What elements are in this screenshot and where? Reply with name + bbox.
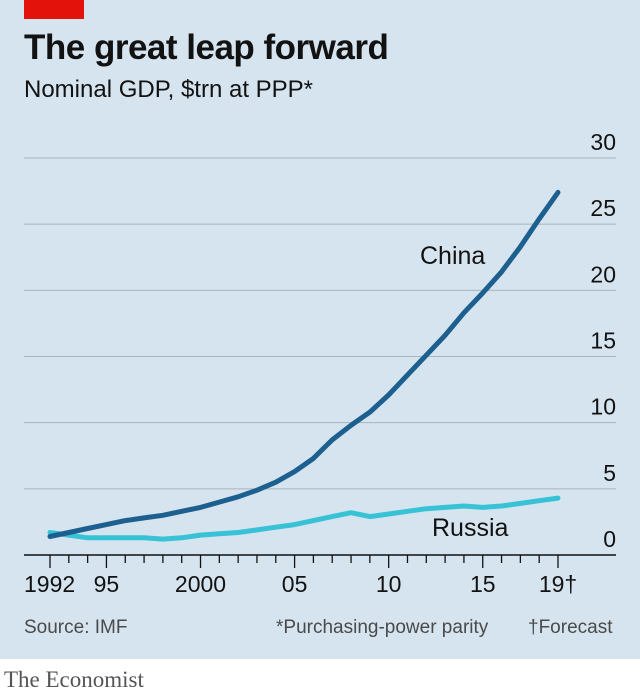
publisher-logo: The Economist: [4, 667, 144, 692]
series-lines: [47, 189, 561, 542]
gridlines: [24, 157, 616, 490]
series-label-russia: Russia: [432, 514, 509, 542]
series-line-china: [47, 189, 561, 539]
x-tick-label-2000: 2000: [175, 571, 226, 597]
x-tick-label-1992: 1992: [24, 571, 75, 597]
brand-red-tag: [24, 0, 84, 19]
ppp-footnote: *Purchasing-power parity: [276, 617, 489, 638]
x-tick-label-15: 15: [470, 571, 496, 597]
y-tick-labels: 0 5 10 15 20 25 30: [590, 129, 616, 552]
x-tick-label-05: 05: [282, 571, 308, 597]
source-note: Source: IMF: [24, 617, 128, 638]
y-tick-label-25: 25: [590, 195, 616, 221]
x-tick-label-19†: 19†: [539, 571, 577, 597]
x-tick-label-10: 10: [376, 571, 402, 597]
y-tick-label-15: 15: [590, 328, 616, 354]
y-tick-label-20: 20: [590, 261, 616, 287]
y-tick-label-30: 30: [590, 129, 616, 155]
chart-panel: [0, 0, 640, 659]
chart-subtitle: Nominal GDP, $trn at PPP*: [24, 76, 314, 103]
x-tick-label-95: 95: [94, 571, 120, 597]
y-tick-label-5: 5: [603, 460, 616, 486]
forecast-footnote: †Forecast: [528, 617, 613, 638]
chart-title: The great leap forward: [24, 28, 389, 67]
series-line-russia: [47, 495, 561, 542]
series-label-china: China: [420, 242, 485, 270]
y-tick-label-0: 0: [603, 526, 616, 552]
y-tick-label-10: 10: [590, 394, 616, 420]
x-axis: 1992 95 2000 05 10 15 19†: [24, 554, 616, 597]
